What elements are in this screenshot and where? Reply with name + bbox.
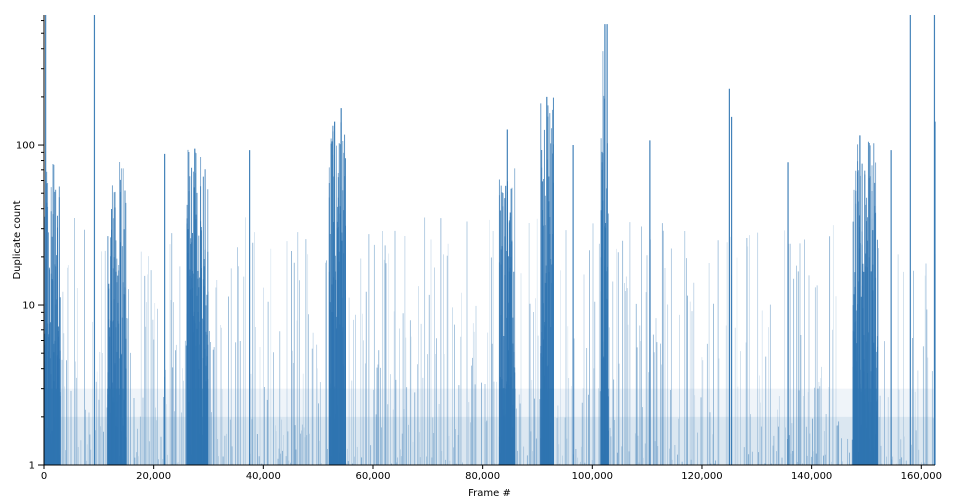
x-tick-label: 0 bbox=[41, 471, 47, 482]
dense-region-fill bbox=[329, 388, 346, 465]
axes-layer: 0 20,000 40,000 60,000 80,000 100,000 120,000 1… bbox=[16, 15, 942, 482]
x-tick-label: 80,000 bbox=[465, 471, 500, 482]
peaks-layer bbox=[45, 15, 936, 465]
y-axis-title: Duplicate count bbox=[12, 200, 23, 279]
dense-region-fill bbox=[44, 388, 61, 465]
bars-layer bbox=[43, 51, 936, 465]
dense-region-fill bbox=[107, 388, 127, 465]
dense-region-fill bbox=[852, 388, 878, 465]
y-tick-label: 100 bbox=[16, 141, 35, 152]
x-tick-label: 160,000 bbox=[901, 471, 942, 482]
dense-region-fill bbox=[186, 388, 209, 465]
y-tick-label: 10 bbox=[22, 301, 35, 312]
x-tick-label: 40,000 bbox=[246, 471, 281, 482]
x-tick-label: 120,000 bbox=[681, 471, 722, 482]
x-axis-title: Frame # bbox=[468, 488, 511, 499]
x-tick-label: 20,000 bbox=[136, 471, 171, 482]
x-tick-label: 60,000 bbox=[355, 471, 390, 482]
y-tick-label: 1 bbox=[29, 461, 35, 472]
x-tick-label: 140,000 bbox=[791, 471, 832, 482]
x-tick-label: 100,000 bbox=[572, 471, 613, 482]
